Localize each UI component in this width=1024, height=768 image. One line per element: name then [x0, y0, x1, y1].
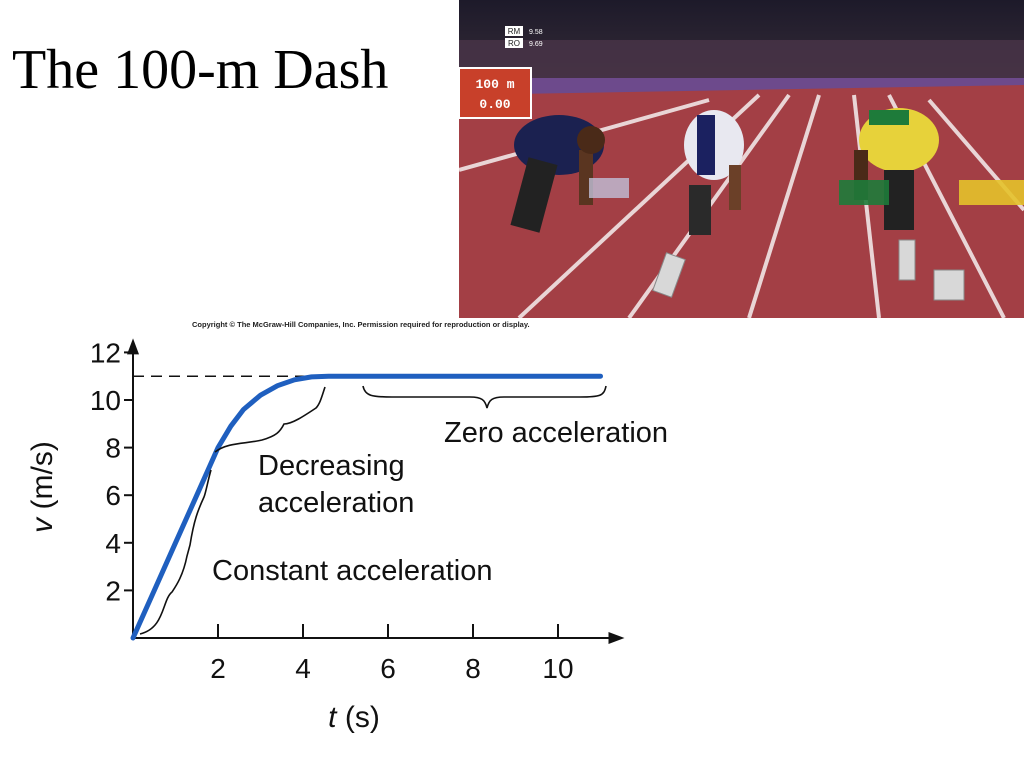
- brace-decreasing-acceleration: [214, 386, 326, 453]
- scoreboard-time-2: 9.69: [529, 41, 543, 48]
- annotation-decreasing-line1: Decreasing: [258, 450, 405, 482]
- y-tick-label: 12: [90, 337, 121, 368]
- x-tick-label: 6: [380, 653, 396, 684]
- x-axis-unit: (s): [345, 701, 380, 734]
- velocity-curve: [130, 373, 603, 641]
- y-ticks: 2 4 6 8 10 12: [90, 337, 133, 606]
- annotation-braces: [139, 385, 607, 635]
- y-tick-label: 4: [105, 528, 121, 559]
- x-axis-label: t (s): [328, 701, 380, 734]
- sprinter-middle: [684, 110, 744, 235]
- scoreboard-code-1: RM: [508, 27, 521, 36]
- brace-constant-acceleration: [139, 469, 212, 635]
- scoreboard-time-1: 9.58: [529, 29, 543, 36]
- sprinter-left: [510, 115, 605, 233]
- y-axis-variable: v: [26, 516, 59, 533]
- y-tick-label: 8: [105, 433, 121, 464]
- x-ticks: 2 4 6 8 10: [210, 624, 574, 684]
- scoreboard-code-2: RO: [508, 39, 520, 48]
- x-tick-label: 8: [465, 653, 481, 684]
- x-tick-label: 2: [210, 653, 226, 684]
- race-distance-display: 100 m: [475, 77, 514, 92]
- brace-zero-acceleration: [362, 385, 607, 409]
- slide-title: The 100-m Dash: [12, 39, 389, 101]
- x-axis-variable: t: [328, 701, 338, 734]
- y-tick-label: 2: [105, 575, 121, 606]
- annotation-constant-acceleration: Constant acceleration: [212, 555, 493, 587]
- y-tick-label: 6: [105, 480, 121, 511]
- y-tick-label: 10: [90, 385, 121, 416]
- x-tick-label: 10: [542, 653, 573, 684]
- race-time-display: 0.00: [479, 97, 510, 112]
- copyright-notice: Copyright © The McGraw-Hill Companies, I…: [192, 320, 530, 329]
- race-start-photo: 100 m 0.00 RM 9.58 RO 9.69: [459, 0, 1024, 318]
- y-axis-label: v (m/s): [26, 441, 59, 533]
- x-tick-label: 4: [295, 653, 311, 684]
- x-axis-arrow: [608, 632, 625, 644]
- y-axis-unit: (m/s): [26, 441, 59, 509]
- sprinters-image: 100 m 0.00 RM 9.58 RO 9.69: [459, 0, 1024, 318]
- annotation-zero-acceleration: Zero acceleration: [444, 417, 668, 449]
- y-axis-arrow: [127, 338, 139, 355]
- annotation-decreasing-line2: acceleration: [258, 487, 414, 519]
